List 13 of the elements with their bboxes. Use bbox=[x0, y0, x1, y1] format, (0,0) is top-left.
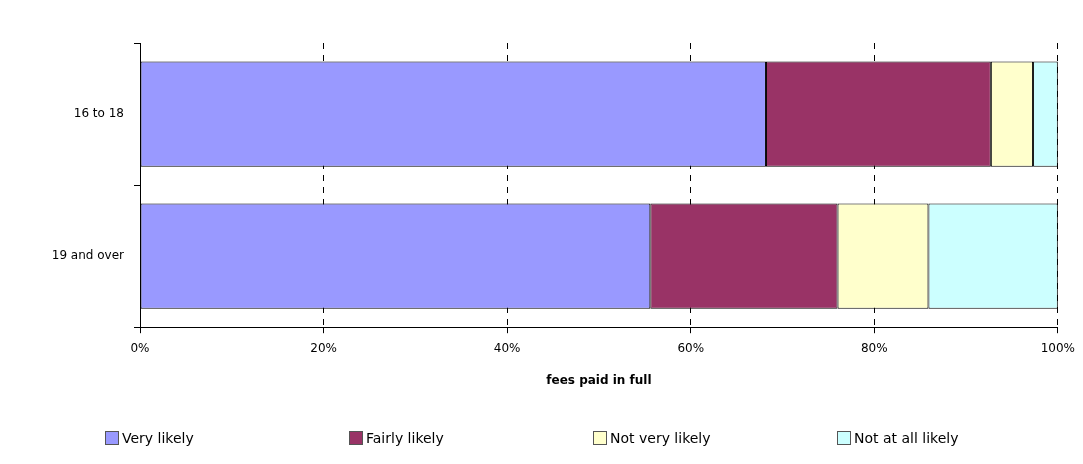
legend-label: Not at all likely bbox=[854, 430, 959, 446]
x-tick-label: 100% bbox=[1040, 340, 1075, 355]
x-tick-label: 60% bbox=[677, 340, 705, 355]
legend-label: Not very likely bbox=[610, 430, 711, 446]
legend-label: Very likely bbox=[122, 430, 194, 446]
x-tick-label: 80% bbox=[860, 340, 888, 355]
x-tick-label: 20% bbox=[310, 340, 337, 355]
y-tick-label: 16 to 18 bbox=[73, 106, 124, 121]
x-tick-label: 0% bbox=[130, 340, 150, 355]
y-tick-label: 19 and over bbox=[51, 248, 125, 263]
legend-label: Fairly likely bbox=[366, 430, 444, 446]
x-axis-title: fees paid in full bbox=[546, 372, 652, 387]
x-tick-label: 40% bbox=[493, 340, 521, 355]
